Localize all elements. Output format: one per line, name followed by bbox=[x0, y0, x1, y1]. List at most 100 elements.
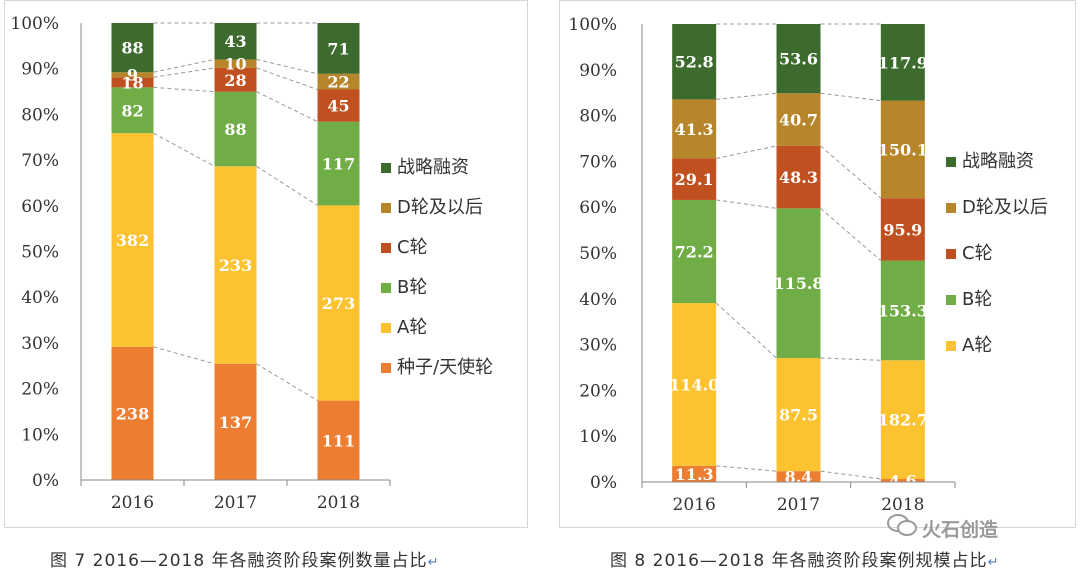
legend-label: A轮 bbox=[962, 335, 992, 356]
caption-left: 图 7 2016—2018 年各融资阶段案例数量占比↵ bbox=[50, 546, 439, 571]
x-tick-label: 2017 bbox=[214, 493, 257, 513]
legend-swatch bbox=[946, 203, 956, 213]
series-connector-line bbox=[716, 199, 777, 209]
data-label: 4.6 bbox=[889, 472, 917, 491]
series-connector-line bbox=[820, 92, 881, 102]
legend-swatch bbox=[381, 283, 391, 293]
data-label: 10 bbox=[224, 55, 246, 74]
data-label: 88 bbox=[121, 39, 143, 58]
data-label: 40.7 bbox=[779, 111, 818, 130]
bar-segment bbox=[776, 208, 821, 359]
bar-segment bbox=[672, 99, 717, 159]
caption-right-text: 图 8 2016—2018 年各融资阶段案例规模占比 bbox=[610, 551, 988, 571]
y-tick-label: 10% bbox=[21, 425, 59, 445]
legend-swatch bbox=[381, 163, 391, 173]
legend-swatch bbox=[946, 249, 956, 259]
data-label: 273 bbox=[322, 294, 355, 313]
y-tick-label: 40% bbox=[579, 290, 617, 310]
bar-segment bbox=[214, 166, 257, 364]
watermark-text: 火石创造 bbox=[922, 519, 999, 541]
series-connector-line bbox=[153, 132, 215, 167]
data-label: 71 bbox=[327, 39, 349, 58]
series-connector-line bbox=[256, 67, 318, 90]
series-connector-line bbox=[256, 58, 318, 75]
legend-label: 战略融资 bbox=[397, 157, 469, 178]
legend-label: D轮及以后 bbox=[397, 197, 483, 218]
bar-segment bbox=[111, 77, 154, 88]
y-tick-label: 80% bbox=[21, 105, 59, 125]
bar-segment bbox=[776, 358, 821, 472]
data-label: 238 bbox=[116, 404, 149, 423]
data-label: 18 bbox=[121, 73, 143, 92]
legend-label: B轮 bbox=[397, 277, 427, 298]
bar-segment bbox=[776, 24, 821, 94]
series-connector-line bbox=[153, 58, 215, 73]
legend-label: B轮 bbox=[962, 289, 992, 310]
chart-panel-right: 0% 10% 20% 30% 40% 50% 60% 70% 80% 90% 100% 2016 201… bbox=[559, 0, 1076, 528]
data-label: 115.8 bbox=[773, 274, 823, 293]
legend-swatch bbox=[381, 203, 391, 213]
series-connector-line bbox=[716, 145, 777, 159]
data-label: 28 bbox=[224, 71, 246, 90]
legend-label: D轮及以后 bbox=[962, 197, 1048, 218]
legend-swatch bbox=[946, 295, 956, 305]
bar-segment bbox=[317, 73, 360, 90]
data-label: 182.7 bbox=[878, 411, 928, 430]
bar-segment bbox=[880, 24, 925, 101]
wechat-icon bbox=[887, 514, 917, 536]
series-connector-line bbox=[820, 207, 882, 261]
data-label: 117 bbox=[322, 155, 355, 174]
bar-segment bbox=[776, 93, 821, 146]
y-tick-label: 30% bbox=[579, 336, 617, 356]
legend-swatch bbox=[381, 243, 391, 253]
x-tick-label: 2018 bbox=[317, 493, 360, 513]
data-label: 150.1 bbox=[878, 140, 928, 159]
data-label: 382 bbox=[116, 231, 149, 250]
bar-segment bbox=[111, 23, 154, 73]
y-tick-label: 100% bbox=[568, 15, 617, 35]
bar-segment bbox=[672, 199, 717, 304]
bar-segment bbox=[214, 23, 257, 60]
bar-segment bbox=[111, 346, 154, 480]
data-label: 137 bbox=[219, 413, 252, 432]
bar-segment bbox=[317, 121, 360, 206]
data-label: 43 bbox=[224, 32, 246, 51]
bar-segment bbox=[317, 205, 360, 401]
data-label: 114.0 bbox=[669, 375, 719, 394]
y-tick-label: 60% bbox=[579, 198, 617, 218]
bar-segment bbox=[776, 471, 821, 482]
y-tick-label: 90% bbox=[21, 60, 59, 80]
data-label: 82 bbox=[121, 101, 143, 120]
bar-segment bbox=[880, 360, 925, 480]
data-label: 22 bbox=[327, 73, 349, 92]
legend-swatch bbox=[946, 157, 956, 167]
y-tick-label: 80% bbox=[579, 107, 617, 127]
data-label: 87.5 bbox=[779, 406, 818, 425]
chart-panel-left: 0% 10% 20% 30% 40% 50% 60% 70% 80% 90% 100% 2016 201… bbox=[4, 0, 528, 528]
y-tick-label: 70% bbox=[21, 151, 59, 171]
caption-right: 图 8 2016—2018 年各融资阶段案例规模占比↵ bbox=[610, 546, 999, 571]
legend-label: A轮 bbox=[397, 317, 427, 338]
bar-segment bbox=[317, 23, 360, 74]
series-connector-line bbox=[256, 91, 318, 123]
y-tick-label: 0% bbox=[32, 471, 59, 491]
data-label: 45 bbox=[327, 97, 349, 116]
bar-segment bbox=[111, 87, 154, 134]
bar-segment bbox=[672, 158, 717, 200]
return-mark: ↵ bbox=[427, 555, 440, 570]
bar-segment bbox=[880, 100, 925, 199]
series-connector-line bbox=[256, 363, 318, 402]
data-label: 41.3 bbox=[675, 120, 714, 139]
data-label: 53.6 bbox=[779, 50, 818, 69]
y-tick-label: 50% bbox=[579, 244, 617, 264]
legend-label: C轮 bbox=[397, 237, 428, 258]
data-label: 233 bbox=[219, 256, 252, 275]
x-tick-label: 2016 bbox=[673, 495, 716, 515]
data-label: 8.4 bbox=[785, 468, 813, 487]
x-tick-label: 2016 bbox=[111, 493, 154, 513]
series-connector-line bbox=[820, 145, 882, 199]
data-label: 153.3 bbox=[878, 301, 928, 320]
series-connector-line bbox=[820, 357, 881, 361]
bar-segment bbox=[111, 72, 154, 78]
y-tick-label: 60% bbox=[21, 197, 59, 217]
